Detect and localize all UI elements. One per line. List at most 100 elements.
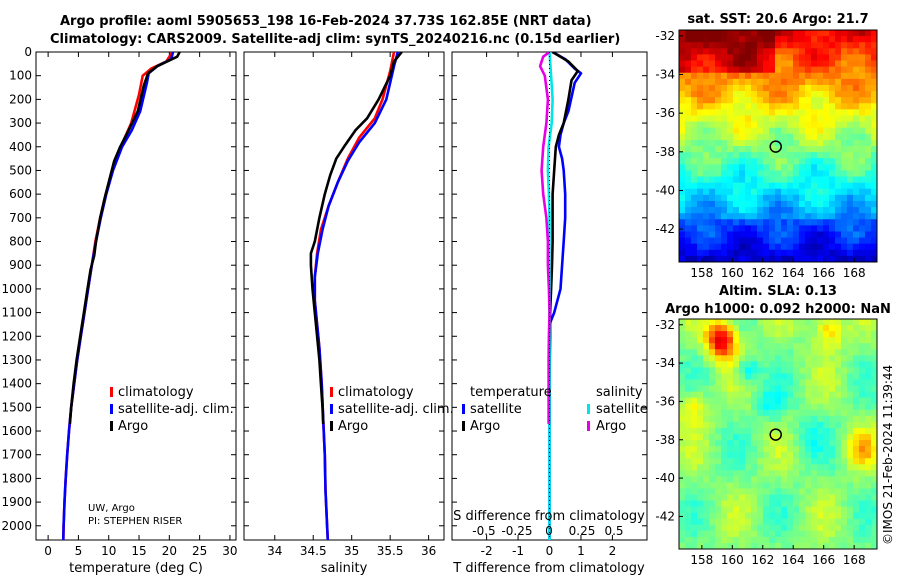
sla-cell: [817, 434, 824, 441]
sst-cell: [853, 97, 860, 104]
sla-cell: [769, 494, 776, 501]
sla-cell: [829, 500, 836, 508]
sla-cell: [811, 494, 818, 501]
sla-cell: [871, 409, 878, 417]
sla-cell: [751, 452, 758, 459]
sst-cell: [685, 146, 692, 153]
sst-cell: [793, 200, 800, 208]
sla-cell: [829, 524, 836, 532]
sst-cell: [841, 237, 848, 245]
sla-cell: [781, 349, 788, 356]
sla-cell: [793, 385, 800, 393]
sla-cell: [685, 488, 692, 495]
sst-cell: [757, 194, 764, 202]
sst-cell: [871, 121, 878, 129]
sst-cell: [823, 78, 830, 86]
series-line-salinity-satellite: [546, 52, 554, 540]
sst-cell: [793, 121, 800, 129]
sst-cell: [841, 176, 848, 184]
sla-cell: [733, 403, 740, 411]
sst-cell: [739, 72, 746, 80]
sst-cell: [847, 133, 854, 141]
sst-cell: [757, 170, 764, 177]
s-tick-label: 0: [545, 524, 553, 538]
sla-cell: [685, 403, 692, 411]
sla-cell: [727, 524, 734, 532]
temperature-axes: [35, 51, 237, 541]
sst-cell: [775, 103, 782, 110]
sst-cell: [715, 97, 722, 104]
sst-cell: [799, 170, 806, 177]
sst-cell: [841, 36, 848, 43]
sla-cell: [703, 542, 710, 550]
sst-cell: [715, 231, 722, 238]
sst-cell: [841, 84, 848, 92]
sla-cell: [823, 506, 830, 514]
sst-cell: [781, 72, 788, 80]
sla-cell: [811, 403, 818, 411]
sla-cell: [703, 494, 710, 501]
sla-cell: [865, 415, 872, 423]
sla-cell: [847, 319, 854, 326]
sst-cell: [781, 164, 788, 171]
sla-cell: [787, 476, 794, 483]
sst-cell: [859, 207, 866, 214]
sst-cell: [805, 133, 812, 141]
sla-cell: [835, 512, 842, 520]
sst-cell: [853, 194, 860, 202]
sla-cell: [691, 458, 698, 465]
sla-cell: [769, 331, 776, 338]
sla-cell: [709, 464, 716, 471]
sla-cell: [691, 349, 698, 356]
sst-cell: [817, 243, 824, 251]
sla-cell: [679, 367, 686, 374]
sla-cell: [721, 452, 728, 459]
sla-cell: [817, 331, 824, 338]
plot-title-line1: Argo profile: aoml 5905653_198 16-Feb-20…: [60, 14, 592, 29]
sst-cell: [721, 255, 728, 263]
sla-cell: [745, 470, 752, 477]
sla-cell: [691, 355, 698, 362]
sla-cell: [835, 524, 842, 532]
sst-cell: [835, 231, 842, 238]
sla-cell: [679, 470, 686, 477]
sla-cell: [763, 470, 770, 477]
sst-cell: [745, 207, 752, 214]
sst-cell: [679, 158, 686, 165]
sla-cell: [805, 500, 812, 508]
sla-cell: [685, 434, 692, 441]
sla-cell: [787, 331, 794, 338]
sla-cell: [775, 482, 782, 489]
sst-cell: [727, 176, 734, 184]
sst-cell: [679, 194, 686, 202]
sst-cell: [799, 255, 806, 263]
sst-cell: [709, 127, 716, 135]
sla-cell: [775, 415, 782, 423]
sla-cell: [697, 319, 704, 326]
sst-cell: [793, 60, 800, 68]
sst-cell: [847, 60, 854, 68]
sla-cell: [745, 524, 752, 532]
sst-cell: [799, 121, 806, 129]
sla-cell: [679, 536, 686, 544]
sla-cell: [757, 379, 764, 386]
sst-cell: [685, 225, 692, 232]
sst-cell: [727, 54, 734, 61]
sla-cell: [775, 452, 782, 459]
sst-cell: [757, 200, 764, 208]
sla-cell: [823, 403, 830, 411]
sla-cell: [685, 331, 692, 338]
sla-cell: [697, 470, 704, 477]
sla-cell: [853, 476, 860, 483]
sla-cell: [805, 427, 812, 435]
sla-cell: [865, 494, 872, 501]
sst-cell: [829, 237, 836, 245]
sst-cell: [691, 255, 698, 263]
sst-cell: [781, 249, 788, 257]
sst-cell: [703, 91, 710, 98]
sst-cell: [787, 255, 794, 263]
sst-cell: [853, 243, 860, 251]
sla-cell: [847, 536, 854, 544]
sla-cell: [709, 476, 716, 483]
sst-cell: [805, 243, 812, 251]
